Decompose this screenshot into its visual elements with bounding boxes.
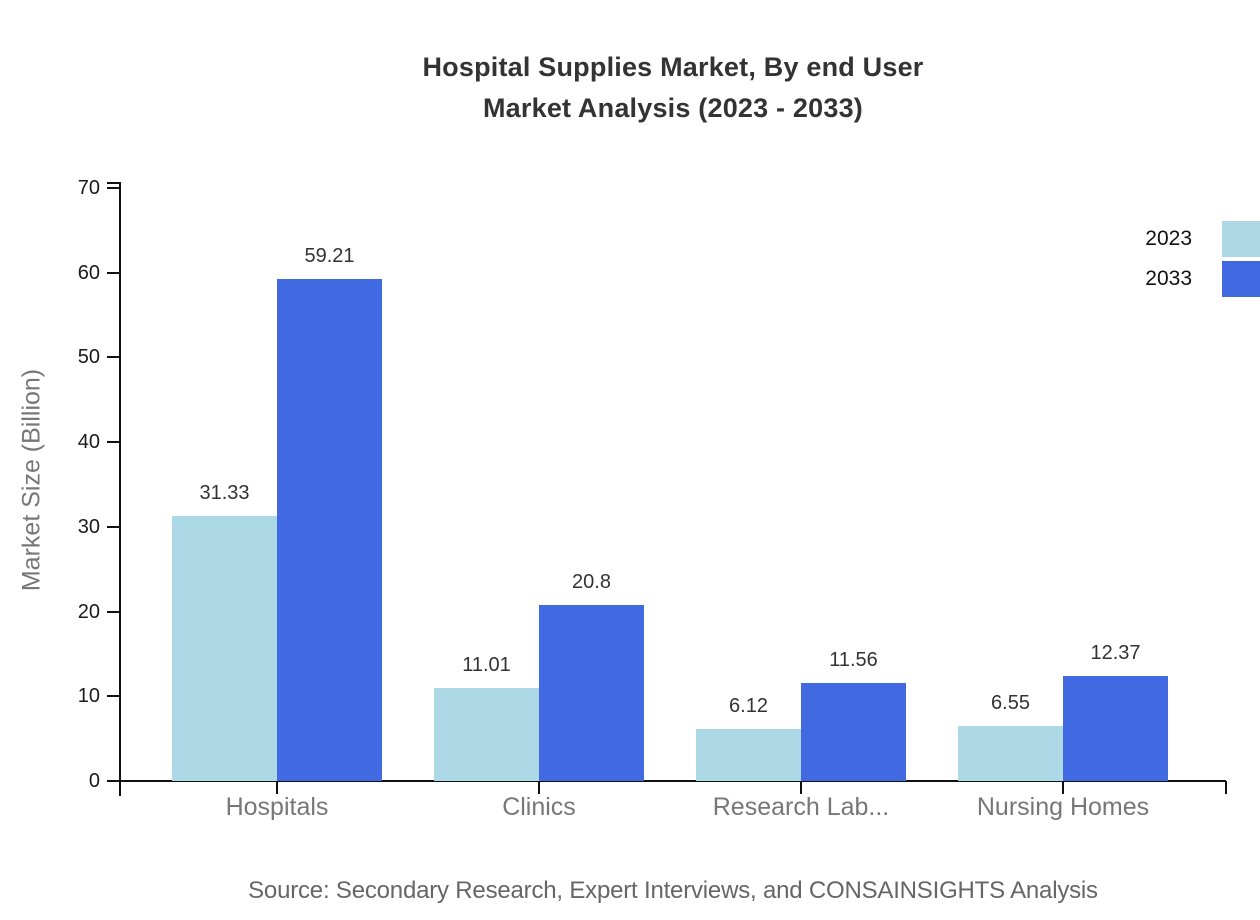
y-tick-label: 50 — [77, 346, 100, 369]
legend-item-2023: 2023 — [1100, 219, 1260, 259]
bar-2023-clinics — [434, 687, 539, 781]
bar-2033-clinics — [539, 604, 644, 781]
legend: 2023 2033 — [1100, 219, 1260, 299]
bar-2033-research-lab — [801, 683, 906, 781]
y-tick-label: 0 — [88, 770, 100, 792]
legend-label-2033: 2033 — [1145, 267, 1192, 290]
bar-value-2033-nursing-homes: 12.37 — [1090, 642, 1141, 665]
y-tick — [107, 441, 120, 444]
x-category-label-hospitals: Hospitals — [225, 793, 329, 821]
y-axis-line — [119, 182, 121, 796]
x-category-label-clinics: Clinics — [502, 793, 576, 821]
y-tick — [107, 271, 120, 274]
bar-2033-hospitals — [277, 279, 382, 781]
y-tick-label: 30 — [77, 515, 100, 538]
bar-2023-nursing-homes — [958, 725, 1063, 781]
y-tick — [107, 610, 120, 613]
bar-2023-hospitals — [172, 515, 277, 781]
x-category-label-nursing-homes: Nursing Homes — [976, 793, 1150, 821]
bar-value-2033-hospitals: 59.21 — [304, 245, 355, 268]
x-tick — [800, 781, 802, 794]
bar-2033-nursing-homes — [1063, 676, 1168, 781]
legend-label-2023: 2023 — [1145, 227, 1192, 250]
source-note: Source: Secondary Research, Expert Inter… — [248, 877, 1098, 904]
legend-item-2033: 2033 — [1100, 259, 1260, 299]
y-axis-end-tick — [107, 182, 120, 184]
legend-swatch-2023 — [1222, 221, 1260, 257]
y-tick — [107, 525, 120, 528]
bar-value-2023-clinics: 11.01 — [462, 653, 511, 676]
bar-2023-research-lab — [696, 729, 801, 781]
x-axis-line — [107, 780, 1226, 782]
bar-value-2023-nursing-homes: 6.55 — [991, 691, 1030, 714]
bar-value-2023-research-lab: 6.12 — [729, 695, 768, 718]
x-category-label-research-lab: Research Lab... — [712, 793, 890, 821]
y-tick-label: 40 — [77, 431, 100, 454]
x-tick — [276, 781, 278, 794]
bar-value-2033-clinics: 20.8 — [572, 570, 611, 593]
y-tick-label: 60 — [77, 261, 100, 284]
y-tick — [107, 695, 120, 698]
bar-value-2023-hospitals: 31.33 — [199, 481, 250, 504]
chart-title: Hospital Supplies Market, By end User Ma… — [422, 52, 924, 123]
x-tick — [1062, 781, 1064, 794]
y-tick-label: 70 — [77, 177, 100, 199]
legend-swatch-2033 — [1222, 261, 1260, 297]
y-tick — [107, 780, 120, 782]
bar-value-2033-research-lab: 11.56 — [829, 649, 878, 672]
y-tick — [107, 356, 120, 359]
y-tick-label: 20 — [77, 600, 100, 623]
y-tick — [107, 187, 120, 189]
x-axis-end-tick — [1225, 781, 1227, 794]
y-tick-label: 10 — [77, 685, 100, 708]
x-tick — [538, 781, 540, 794]
